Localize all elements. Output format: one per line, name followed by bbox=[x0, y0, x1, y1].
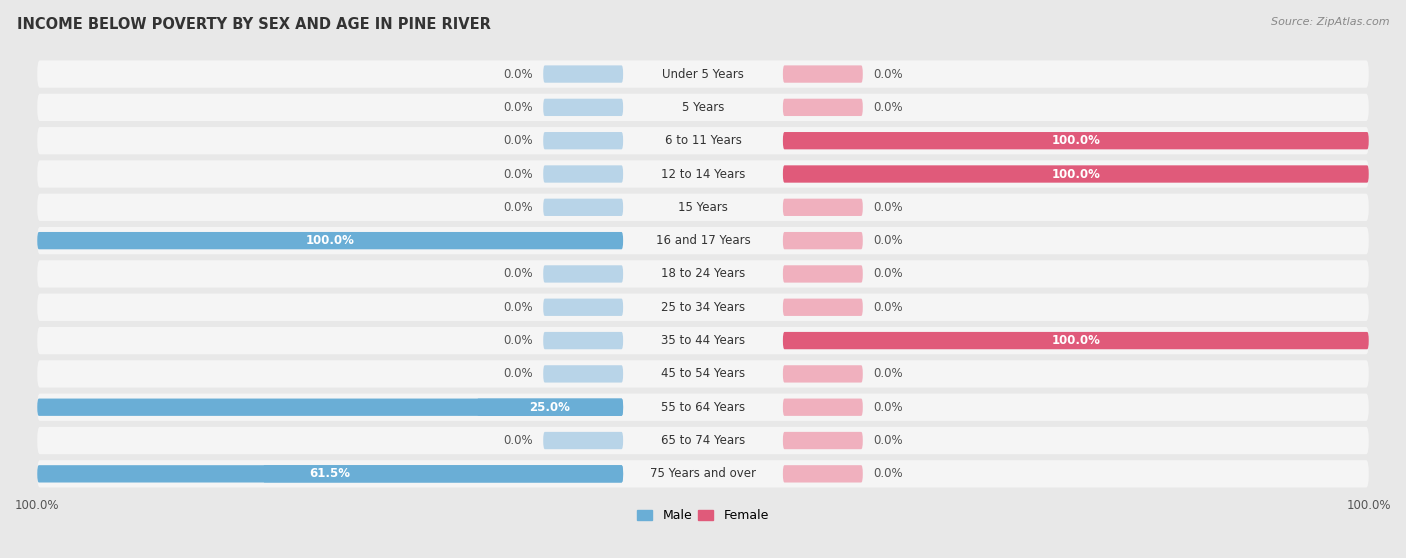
FancyBboxPatch shape bbox=[37, 160, 1369, 187]
FancyBboxPatch shape bbox=[477, 398, 623, 416]
FancyBboxPatch shape bbox=[543, 265, 623, 282]
FancyBboxPatch shape bbox=[783, 65, 863, 83]
Text: 0.0%: 0.0% bbox=[873, 267, 903, 281]
FancyBboxPatch shape bbox=[783, 265, 863, 282]
Text: Source: ZipAtlas.com: Source: ZipAtlas.com bbox=[1271, 17, 1389, 27]
FancyBboxPatch shape bbox=[37, 60, 1369, 88]
FancyBboxPatch shape bbox=[543, 132, 623, 150]
Text: 45 to 54 Years: 45 to 54 Years bbox=[661, 367, 745, 381]
Legend: Male, Female: Male, Female bbox=[633, 504, 773, 527]
FancyBboxPatch shape bbox=[37, 465, 623, 483]
Text: 0.0%: 0.0% bbox=[873, 234, 903, 247]
FancyBboxPatch shape bbox=[783, 365, 863, 383]
Text: 15 Years: 15 Years bbox=[678, 201, 728, 214]
FancyBboxPatch shape bbox=[37, 360, 1369, 388]
FancyBboxPatch shape bbox=[783, 332, 1369, 349]
Text: 55 to 64 Years: 55 to 64 Years bbox=[661, 401, 745, 413]
Text: 6 to 11 Years: 6 to 11 Years bbox=[665, 134, 741, 147]
FancyBboxPatch shape bbox=[37, 194, 1369, 221]
FancyBboxPatch shape bbox=[543, 432, 623, 449]
Text: 12 to 14 Years: 12 to 14 Years bbox=[661, 167, 745, 180]
Text: 75 Years and over: 75 Years and over bbox=[650, 468, 756, 480]
FancyBboxPatch shape bbox=[37, 127, 1369, 155]
Text: Under 5 Years: Under 5 Years bbox=[662, 68, 744, 80]
FancyBboxPatch shape bbox=[543, 365, 623, 383]
FancyBboxPatch shape bbox=[783, 232, 863, 249]
Text: 0.0%: 0.0% bbox=[503, 267, 533, 281]
Text: 65 to 74 Years: 65 to 74 Years bbox=[661, 434, 745, 447]
Text: 0.0%: 0.0% bbox=[503, 167, 533, 180]
Text: 100.0%: 100.0% bbox=[1052, 167, 1101, 180]
FancyBboxPatch shape bbox=[37, 294, 1369, 321]
FancyBboxPatch shape bbox=[37, 260, 1369, 287]
Text: 0.0%: 0.0% bbox=[873, 401, 903, 413]
FancyBboxPatch shape bbox=[37, 232, 623, 249]
Text: 0.0%: 0.0% bbox=[873, 434, 903, 447]
Text: 0.0%: 0.0% bbox=[503, 367, 533, 381]
Text: 25 to 34 Years: 25 to 34 Years bbox=[661, 301, 745, 314]
Text: 100.0%: 100.0% bbox=[1052, 134, 1101, 147]
FancyBboxPatch shape bbox=[37, 393, 1369, 421]
Text: 100.0%: 100.0% bbox=[305, 234, 354, 247]
FancyBboxPatch shape bbox=[37, 227, 1369, 254]
Text: 0.0%: 0.0% bbox=[503, 101, 533, 114]
FancyBboxPatch shape bbox=[783, 165, 1369, 182]
FancyBboxPatch shape bbox=[783, 299, 863, 316]
Text: 0.0%: 0.0% bbox=[503, 301, 533, 314]
FancyBboxPatch shape bbox=[37, 327, 1369, 354]
FancyBboxPatch shape bbox=[37, 94, 1369, 121]
FancyBboxPatch shape bbox=[543, 165, 623, 182]
Text: 0.0%: 0.0% bbox=[503, 434, 533, 447]
Text: 35 to 44 Years: 35 to 44 Years bbox=[661, 334, 745, 347]
Text: 18 to 24 Years: 18 to 24 Years bbox=[661, 267, 745, 281]
Text: 0.0%: 0.0% bbox=[503, 68, 533, 80]
Text: 100.0%: 100.0% bbox=[1052, 334, 1101, 347]
FancyBboxPatch shape bbox=[543, 199, 623, 216]
FancyBboxPatch shape bbox=[37, 398, 623, 416]
Text: 0.0%: 0.0% bbox=[873, 201, 903, 214]
Text: 0.0%: 0.0% bbox=[873, 101, 903, 114]
Text: 0.0%: 0.0% bbox=[873, 367, 903, 381]
FancyBboxPatch shape bbox=[783, 99, 863, 116]
Text: INCOME BELOW POVERTY BY SEX AND AGE IN PINE RIVER: INCOME BELOW POVERTY BY SEX AND AGE IN P… bbox=[17, 17, 491, 32]
Text: 0.0%: 0.0% bbox=[503, 334, 533, 347]
Text: 0.0%: 0.0% bbox=[503, 134, 533, 147]
FancyBboxPatch shape bbox=[783, 132, 1369, 150]
FancyBboxPatch shape bbox=[543, 332, 623, 349]
Text: 5 Years: 5 Years bbox=[682, 101, 724, 114]
Text: 0.0%: 0.0% bbox=[503, 201, 533, 214]
FancyBboxPatch shape bbox=[783, 398, 863, 416]
FancyBboxPatch shape bbox=[543, 299, 623, 316]
FancyBboxPatch shape bbox=[37, 460, 1369, 488]
Text: 25.0%: 25.0% bbox=[530, 401, 571, 413]
Text: 0.0%: 0.0% bbox=[873, 301, 903, 314]
FancyBboxPatch shape bbox=[783, 465, 863, 483]
Text: 0.0%: 0.0% bbox=[873, 468, 903, 480]
FancyBboxPatch shape bbox=[37, 427, 1369, 454]
FancyBboxPatch shape bbox=[783, 199, 863, 216]
FancyBboxPatch shape bbox=[543, 65, 623, 83]
FancyBboxPatch shape bbox=[543, 99, 623, 116]
FancyBboxPatch shape bbox=[783, 432, 863, 449]
Text: 61.5%: 61.5% bbox=[309, 468, 350, 480]
FancyBboxPatch shape bbox=[263, 465, 623, 483]
Text: 0.0%: 0.0% bbox=[873, 68, 903, 80]
Text: 16 and 17 Years: 16 and 17 Years bbox=[655, 234, 751, 247]
